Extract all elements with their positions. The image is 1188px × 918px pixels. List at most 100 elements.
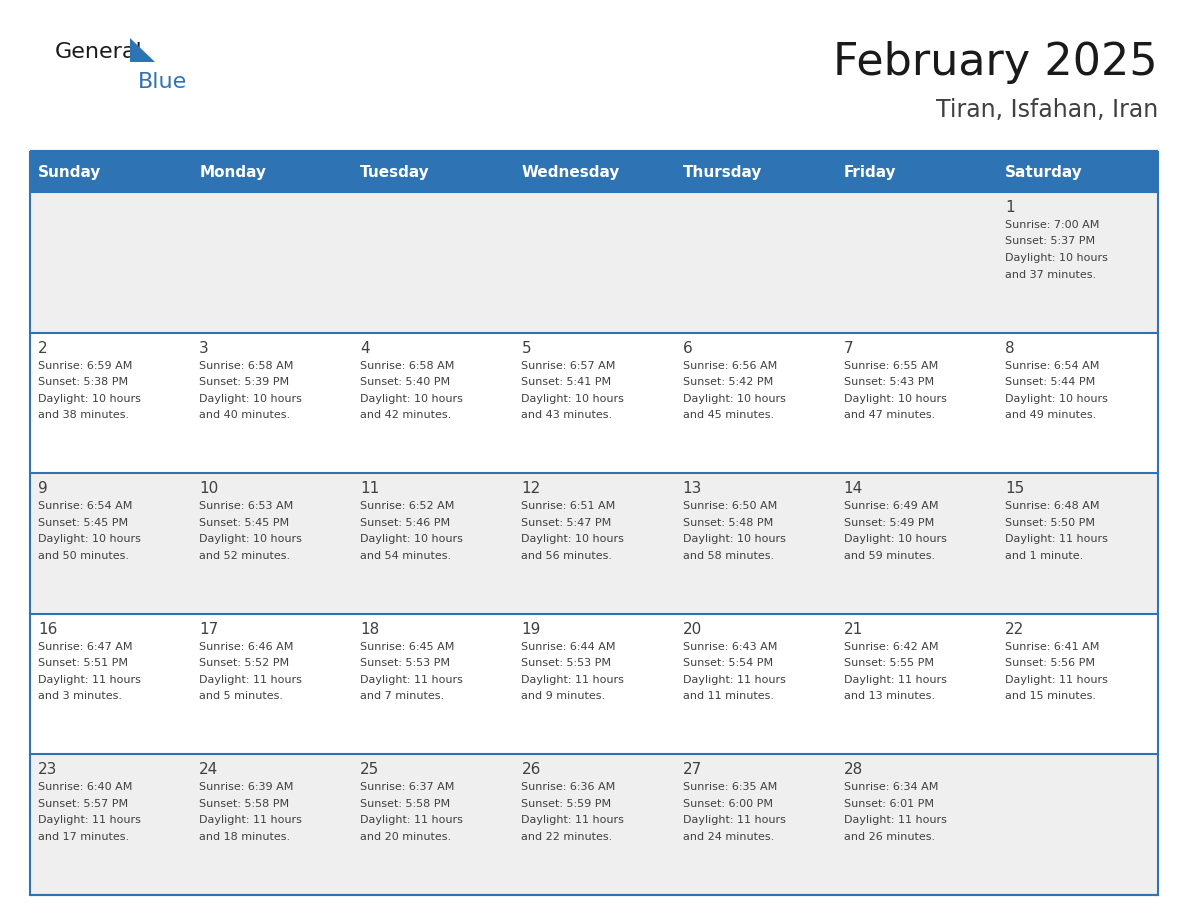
Text: Daylight: 11 hours: Daylight: 11 hours xyxy=(522,815,625,825)
Text: Sunrise: 6:40 AM: Sunrise: 6:40 AM xyxy=(38,782,132,792)
Text: and 37 minutes.: and 37 minutes. xyxy=(1005,270,1097,279)
Text: Daylight: 11 hours: Daylight: 11 hours xyxy=(200,675,302,685)
Text: 7: 7 xyxy=(843,341,853,355)
Text: Tiran, Isfahan, Iran: Tiran, Isfahan, Iran xyxy=(936,98,1158,122)
Text: Sunset: 5:51 PM: Sunset: 5:51 PM xyxy=(38,658,128,668)
Text: and 40 minutes.: and 40 minutes. xyxy=(200,410,290,420)
Text: and 26 minutes.: and 26 minutes. xyxy=(843,832,935,842)
Text: Daylight: 11 hours: Daylight: 11 hours xyxy=(843,815,947,825)
Text: 25: 25 xyxy=(360,763,379,778)
Text: and 45 minutes.: and 45 minutes. xyxy=(683,410,773,420)
Text: Sunset: 5:44 PM: Sunset: 5:44 PM xyxy=(1005,377,1095,387)
Bar xyxy=(30,755,1158,895)
Text: and 20 minutes.: and 20 minutes. xyxy=(360,832,451,842)
Text: and 54 minutes.: and 54 minutes. xyxy=(360,551,451,561)
Text: 17: 17 xyxy=(200,621,219,637)
Text: Daylight: 10 hours: Daylight: 10 hours xyxy=(522,394,625,404)
Text: Sunrise: 6:58 AM: Sunrise: 6:58 AM xyxy=(200,361,293,371)
Text: and 11 minutes.: and 11 minutes. xyxy=(683,691,773,701)
Text: Daylight: 10 hours: Daylight: 10 hours xyxy=(1005,253,1107,263)
Text: Sunrise: 6:54 AM: Sunrise: 6:54 AM xyxy=(1005,361,1099,371)
Text: Sunset: 5:50 PM: Sunset: 5:50 PM xyxy=(1005,518,1095,528)
Text: Monday: Monday xyxy=(200,164,266,180)
Text: 6: 6 xyxy=(683,341,693,355)
Text: Sunrise: 6:34 AM: Sunrise: 6:34 AM xyxy=(843,782,939,792)
Text: Sunrise: 6:36 AM: Sunrise: 6:36 AM xyxy=(522,782,615,792)
Text: 18: 18 xyxy=(360,621,379,637)
Text: Sunrise: 6:39 AM: Sunrise: 6:39 AM xyxy=(200,782,293,792)
Text: Sunday: Sunday xyxy=(38,164,101,180)
Text: Sunrise: 6:48 AM: Sunrise: 6:48 AM xyxy=(1005,501,1099,511)
Text: Saturday: Saturday xyxy=(1005,164,1082,180)
Text: Sunset: 5:45 PM: Sunset: 5:45 PM xyxy=(38,518,128,528)
Text: Sunset: 5:53 PM: Sunset: 5:53 PM xyxy=(360,658,450,668)
Text: 12: 12 xyxy=(522,481,541,497)
Text: Sunrise: 6:50 AM: Sunrise: 6:50 AM xyxy=(683,501,777,511)
Text: 3: 3 xyxy=(200,341,209,355)
Text: Daylight: 10 hours: Daylight: 10 hours xyxy=(360,534,463,544)
Text: Sunrise: 6:57 AM: Sunrise: 6:57 AM xyxy=(522,361,615,371)
Text: Sunrise: 7:00 AM: Sunrise: 7:00 AM xyxy=(1005,220,1099,230)
Text: 21: 21 xyxy=(843,621,862,637)
Text: Daylight: 11 hours: Daylight: 11 hours xyxy=(683,815,785,825)
Text: Daylight: 10 hours: Daylight: 10 hours xyxy=(360,394,463,404)
Text: and 52 minutes.: and 52 minutes. xyxy=(200,551,290,561)
Text: Sunset: 5:56 PM: Sunset: 5:56 PM xyxy=(1005,658,1095,668)
Text: and 59 minutes.: and 59 minutes. xyxy=(843,551,935,561)
Text: and 49 minutes.: and 49 minutes. xyxy=(1005,410,1097,420)
Polygon shape xyxy=(129,38,154,62)
Text: and 18 minutes.: and 18 minutes. xyxy=(200,832,290,842)
Text: 9: 9 xyxy=(38,481,48,497)
Text: Sunrise: 6:52 AM: Sunrise: 6:52 AM xyxy=(360,501,455,511)
Text: 8: 8 xyxy=(1005,341,1015,355)
Text: Friday: Friday xyxy=(843,164,896,180)
Text: 23: 23 xyxy=(38,763,57,778)
Text: Daylight: 11 hours: Daylight: 11 hours xyxy=(522,675,625,685)
Text: Daylight: 10 hours: Daylight: 10 hours xyxy=(522,534,625,544)
Text: Sunrise: 6:49 AM: Sunrise: 6:49 AM xyxy=(843,501,939,511)
Text: Wednesday: Wednesday xyxy=(522,164,620,180)
Text: 10: 10 xyxy=(200,481,219,497)
Text: Sunrise: 6:46 AM: Sunrise: 6:46 AM xyxy=(200,642,293,652)
Text: Sunset: 6:01 PM: Sunset: 6:01 PM xyxy=(843,799,934,809)
Text: Sunrise: 6:42 AM: Sunrise: 6:42 AM xyxy=(843,642,939,652)
Text: Sunset: 5:55 PM: Sunset: 5:55 PM xyxy=(843,658,934,668)
Bar xyxy=(30,614,1158,755)
Text: Daylight: 11 hours: Daylight: 11 hours xyxy=(38,815,141,825)
Text: Sunrise: 6:58 AM: Sunrise: 6:58 AM xyxy=(360,361,455,371)
Text: 11: 11 xyxy=(360,481,379,497)
Text: Sunset: 5:46 PM: Sunset: 5:46 PM xyxy=(360,518,450,528)
Text: Sunset: 5:58 PM: Sunset: 5:58 PM xyxy=(200,799,289,809)
Text: General: General xyxy=(55,42,143,62)
Bar xyxy=(30,473,1158,614)
Text: Sunset: 5:40 PM: Sunset: 5:40 PM xyxy=(360,377,450,387)
Text: and 43 minutes.: and 43 minutes. xyxy=(522,410,613,420)
Text: Daylight: 10 hours: Daylight: 10 hours xyxy=(200,394,302,404)
Text: and 3 minutes.: and 3 minutes. xyxy=(38,691,122,701)
Text: and 5 minutes.: and 5 minutes. xyxy=(200,691,283,701)
Text: Sunrise: 6:51 AM: Sunrise: 6:51 AM xyxy=(522,501,615,511)
Text: 26: 26 xyxy=(522,763,541,778)
Bar xyxy=(30,192,1158,332)
Text: Sunset: 5:41 PM: Sunset: 5:41 PM xyxy=(522,377,612,387)
Text: and 56 minutes.: and 56 minutes. xyxy=(522,551,613,561)
Text: 5: 5 xyxy=(522,341,531,355)
Text: Sunset: 5:57 PM: Sunset: 5:57 PM xyxy=(38,799,128,809)
Text: 22: 22 xyxy=(1005,621,1024,637)
Text: 16: 16 xyxy=(38,621,57,637)
Text: Sunset: 5:37 PM: Sunset: 5:37 PM xyxy=(1005,237,1095,247)
Text: Sunrise: 6:43 AM: Sunrise: 6:43 AM xyxy=(683,642,777,652)
Text: Sunset: 5:38 PM: Sunset: 5:38 PM xyxy=(38,377,128,387)
Text: Sunset: 5:58 PM: Sunset: 5:58 PM xyxy=(360,799,450,809)
Text: Daylight: 11 hours: Daylight: 11 hours xyxy=(200,815,302,825)
Text: Sunrise: 6:56 AM: Sunrise: 6:56 AM xyxy=(683,361,777,371)
Text: Sunrise: 6:37 AM: Sunrise: 6:37 AM xyxy=(360,782,455,792)
Text: and 42 minutes.: and 42 minutes. xyxy=(360,410,451,420)
Text: Daylight: 10 hours: Daylight: 10 hours xyxy=(200,534,302,544)
Text: Daylight: 11 hours: Daylight: 11 hours xyxy=(683,675,785,685)
Text: February 2025: February 2025 xyxy=(833,40,1158,84)
Text: 24: 24 xyxy=(200,763,219,778)
Text: Sunset: 5:49 PM: Sunset: 5:49 PM xyxy=(843,518,934,528)
Text: Sunrise: 6:45 AM: Sunrise: 6:45 AM xyxy=(360,642,455,652)
Text: Daylight: 11 hours: Daylight: 11 hours xyxy=(360,815,463,825)
